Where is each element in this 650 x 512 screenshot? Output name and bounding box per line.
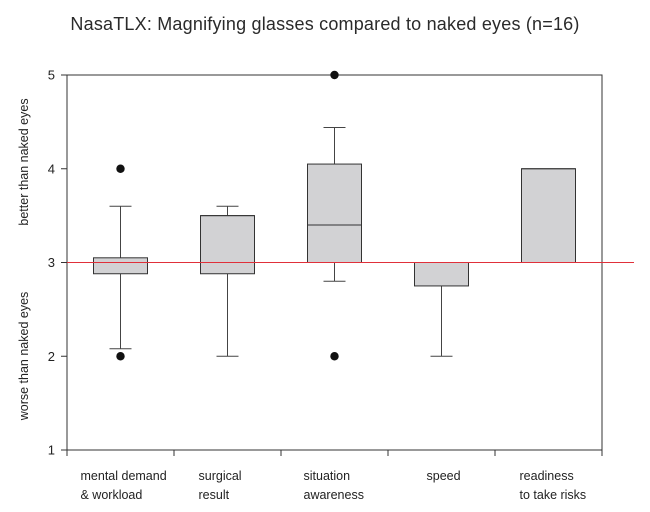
category-label: mental demand — [81, 469, 167, 483]
category-label: awareness — [304, 488, 364, 502]
category-label: & workload — [81, 488, 143, 502]
plot-area: 1 2 3 4 5 mental demand & workload surgical resu… — [17, 68, 634, 502]
outlier-point — [330, 352, 339, 361]
box — [93, 257, 148, 275]
outlier-point — [116, 164, 125, 173]
y-note-worse: worse than naked eyes — [17, 292, 31, 422]
y-tick-label: 5 — [48, 68, 55, 83]
box — [307, 163, 362, 263]
category-label: surgical — [199, 469, 242, 483]
category-label: speed — [427, 469, 461, 483]
y-tick-label: 4 — [48, 161, 55, 176]
chart-title: NasaTLX: Magnifying glasses compared to … — [70, 14, 580, 34]
y-note-better: better than naked eyes — [17, 98, 31, 225]
y-tick-label: 1 — [48, 443, 55, 458]
outlier-point — [330, 70, 339, 80]
category-label: situation — [304, 469, 351, 483]
outlier-point — [116, 352, 125, 361]
box — [521, 168, 576, 263]
category-label: readiness — [520, 469, 574, 483]
box — [200, 215, 255, 275]
y-tick-label: 2 — [48, 349, 55, 364]
category-label: to take risks — [520, 488, 587, 502]
box — [414, 262, 469, 287]
category-label: result — [199, 488, 230, 502]
y-tick-label: 3 — [48, 255, 55, 270]
